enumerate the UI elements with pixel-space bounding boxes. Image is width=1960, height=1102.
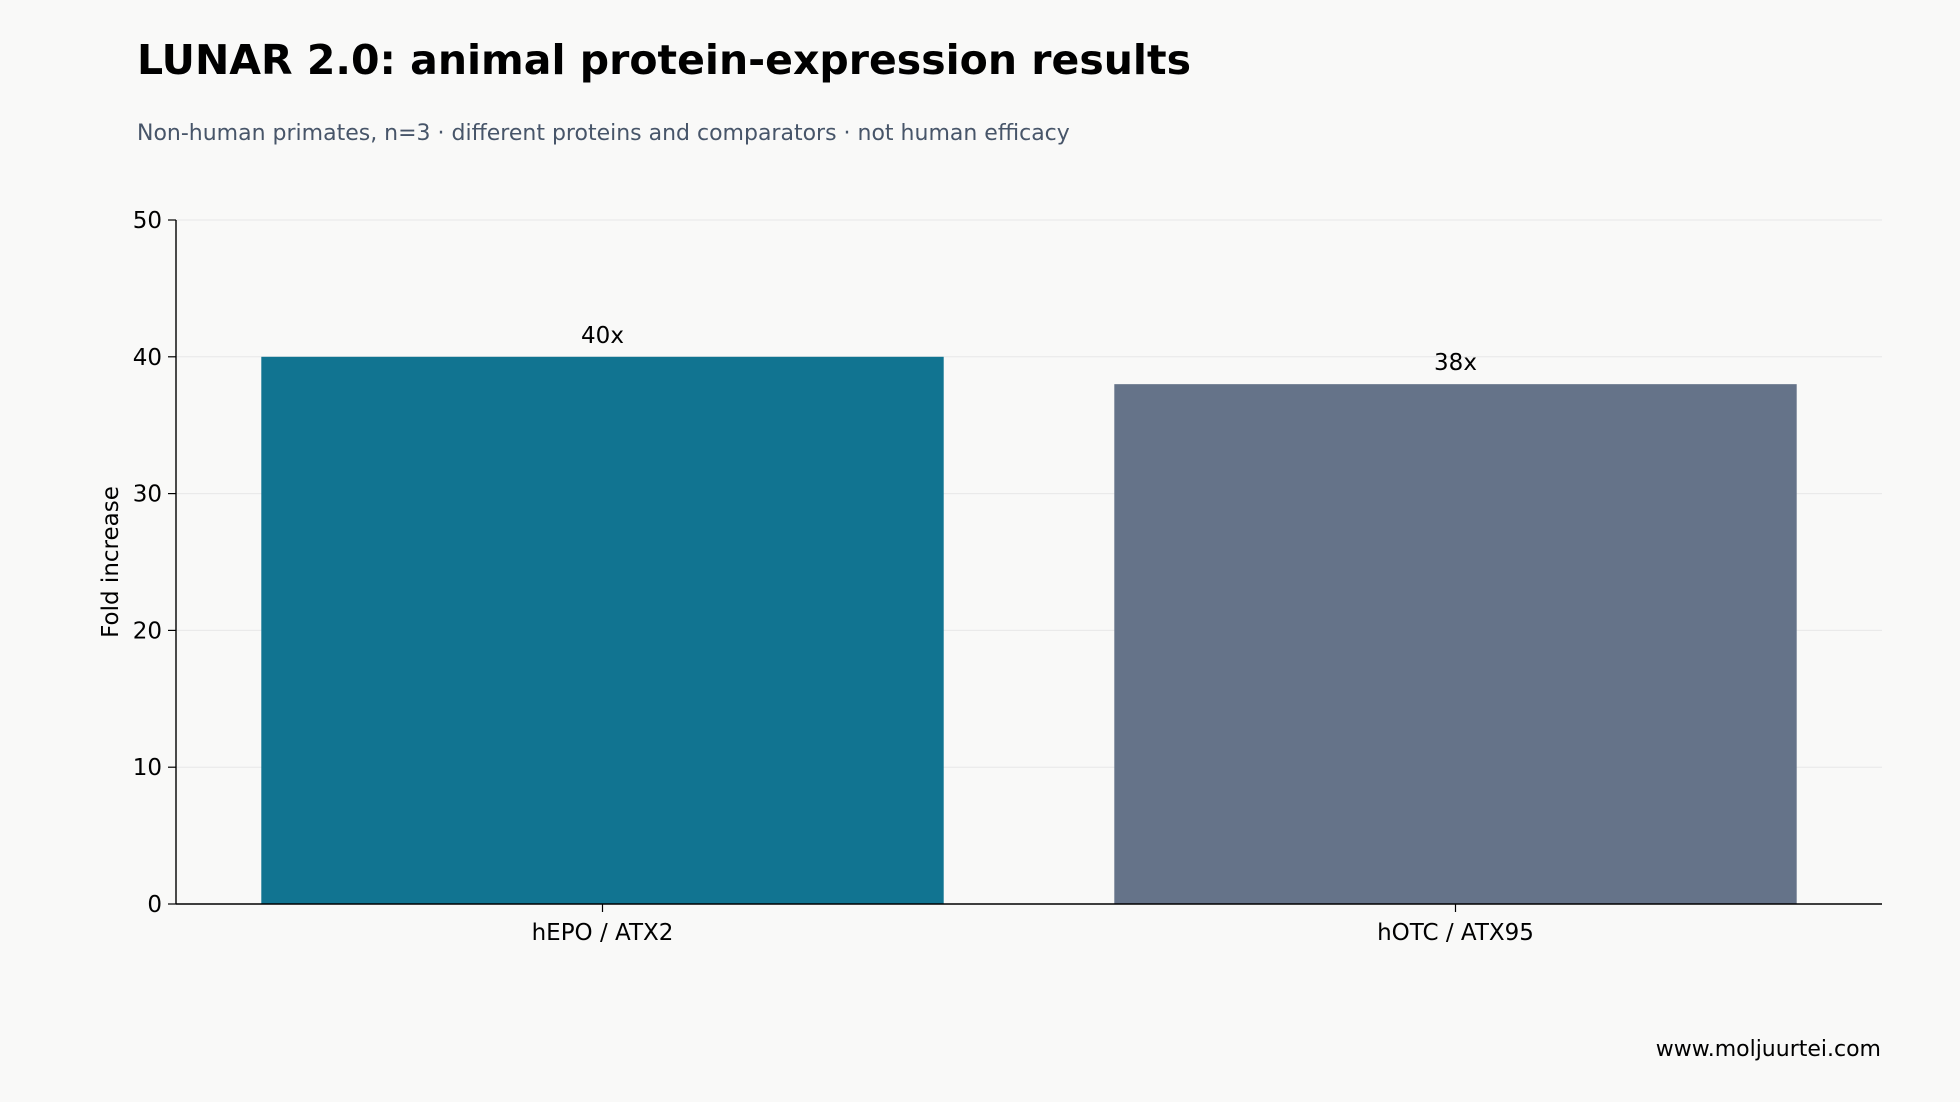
axes xyxy=(168,219,1882,912)
data-label-0: 40x xyxy=(581,323,624,349)
data-label-1: 38x xyxy=(1434,350,1477,376)
x-tick-label-1: hOTC / ATX95 xyxy=(1377,920,1534,946)
labels: 40x hEPO / ATX2 38x hOTC / ATX95 0 10 20 30 40 50… xyxy=(98,208,1534,946)
x-tick-label-0: hEPO / ATX2 xyxy=(532,920,674,946)
y-tick-label-4: 40 xyxy=(133,345,162,371)
y-tick-label-5: 50 xyxy=(133,208,162,234)
bar-1 xyxy=(1114,384,1797,904)
chart-title: LUNAR 2.0: animal protein-expression res… xyxy=(137,36,1191,84)
source-footer: www.moljuurtei.com xyxy=(1655,1037,1881,1062)
chart-subtitle: Non-human primates, n=3 · different prot… xyxy=(137,121,1070,146)
y-tick-label-3: 30 xyxy=(133,482,162,508)
bar-0 xyxy=(261,356,944,904)
y-axis-title: Fold increase xyxy=(98,486,124,638)
y-tick-label-1: 10 xyxy=(133,755,162,781)
y-tick-label-2: 20 xyxy=(133,618,162,644)
y-tick-label-0: 0 xyxy=(147,892,162,918)
bars xyxy=(261,356,1797,904)
